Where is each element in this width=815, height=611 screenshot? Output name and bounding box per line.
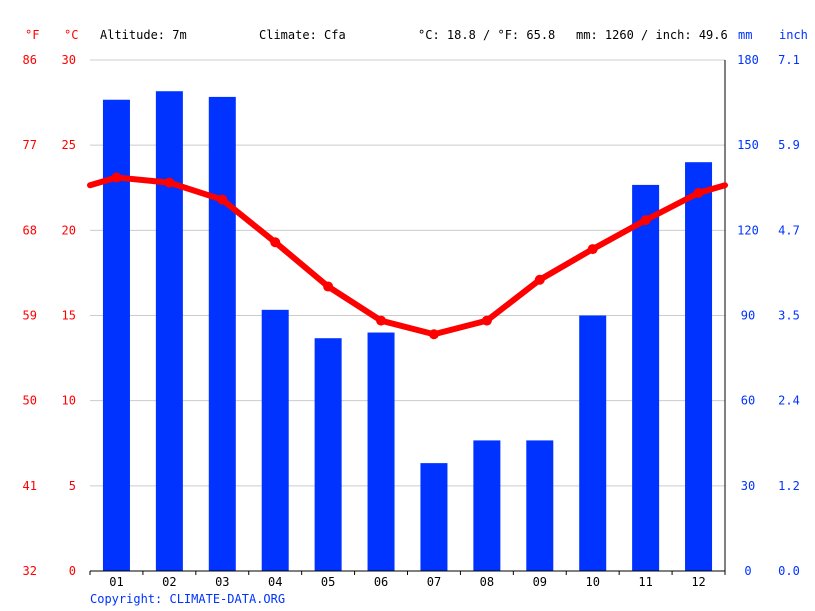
tick-label-celsius: 30 <box>62 53 76 67</box>
climate-label: Climate: Cfa <box>259 28 346 42</box>
tick-label-inch: 5.9 <box>778 138 800 152</box>
tick-label-inch: 0.0 <box>778 564 800 578</box>
tick-label-mm: 30 <box>741 479 755 493</box>
precipitation-bar <box>473 440 501 571</box>
temperature-point <box>534 274 545 285</box>
tick-label-mm: 150 <box>737 138 759 152</box>
precipitation-bar <box>155 91 183 571</box>
precipitation-bar <box>526 440 554 571</box>
altitude-label: Altitude: 7m <box>100 28 187 42</box>
tick-label-fahrenheit: 68 <box>23 223 37 237</box>
precipitation-bar <box>367 332 395 571</box>
temperature-point <box>481 315 492 326</box>
temperature-point <box>587 244 598 255</box>
x-tick-label: 07 <box>427 575 441 589</box>
temperature-point <box>270 237 281 248</box>
temperature-point <box>376 315 387 326</box>
temperature-point <box>640 215 651 226</box>
x-tick-label: 01 <box>109 575 123 589</box>
unit-inch-label: inch <box>779 28 808 42</box>
average-temperature-label: °C: 18.8 / °F: 65.8 <box>418 28 556 42</box>
tick-label-celsius: 20 <box>62 223 76 237</box>
tick-label-celsius: 15 <box>62 309 76 323</box>
tick-label-mm: 0 <box>744 564 751 578</box>
tick-label-inch: 4.7 <box>778 223 800 237</box>
precipitation-bar <box>685 162 713 571</box>
precipitation-total-label: mm: 1260 / inch: 49.6 <box>576 28 728 42</box>
x-tick-label: 04 <box>268 575 282 589</box>
unit-mm-label: mm <box>738 28 753 42</box>
tick-label-fahrenheit: 77 <box>23 138 37 152</box>
x-tick-label: 09 <box>533 575 547 589</box>
x-tick-label: 08 <box>480 575 494 589</box>
x-tick-label: 03 <box>215 575 229 589</box>
temperature-point <box>323 281 334 292</box>
tick-label-fahrenheit: 32 <box>23 564 37 578</box>
tick-label-mm: 90 <box>741 309 755 323</box>
temperature-point <box>428 329 439 340</box>
x-tick-label: 02 <box>162 575 176 589</box>
precipitation-bar <box>314 338 342 571</box>
tick-label-inch: 1.2 <box>778 479 800 493</box>
unit-fahrenheit-label: °F <box>25 28 40 42</box>
precipitation-bar <box>102 99 130 571</box>
tick-label-celsius: 10 <box>62 394 76 408</box>
precipitation-bar <box>420 463 448 571</box>
tick-label-mm: 60 <box>741 394 755 408</box>
tick-label-inch: 3.5 <box>778 309 800 323</box>
tick-label-celsius: 25 <box>62 138 76 152</box>
x-tick-label: 11 <box>638 575 652 589</box>
temperature-point <box>111 172 122 183</box>
temperature-point <box>693 187 704 198</box>
precipitation-bar <box>261 309 289 571</box>
tick-label-inch: 7.1 <box>778 53 800 67</box>
tick-label-celsius: 5 <box>69 479 76 493</box>
x-tick-label: 05 <box>321 575 335 589</box>
temperature-point <box>164 177 175 188</box>
precipitation-bar <box>579 315 607 571</box>
tick-label-inch: 2.4 <box>778 394 800 408</box>
tick-label-fahrenheit: 50 <box>23 394 37 408</box>
precipitation-bar <box>632 184 660 571</box>
tick-label-fahrenheit: 41 <box>23 479 37 493</box>
precipitation-bar <box>208 96 236 572</box>
x-tick-label: 10 <box>585 575 599 589</box>
temperature-point <box>217 194 228 205</box>
tick-label-fahrenheit: 86 <box>23 53 37 67</box>
tick-label-fahrenheit: 59 <box>23 309 37 323</box>
unit-celsius-label: °C <box>64 28 79 42</box>
tick-label-celsius: 0 <box>69 564 76 578</box>
temperature-line <box>87 174 728 338</box>
x-tick-label: 12 <box>691 575 705 589</box>
tick-label-mm: 180 <box>737 53 759 67</box>
x-tick-label: 06 <box>374 575 388 589</box>
tick-label-mm: 120 <box>737 223 759 237</box>
copyright-link[interactable]: Copyright: CLIMATE-DATA.ORG <box>90 592 286 606</box>
